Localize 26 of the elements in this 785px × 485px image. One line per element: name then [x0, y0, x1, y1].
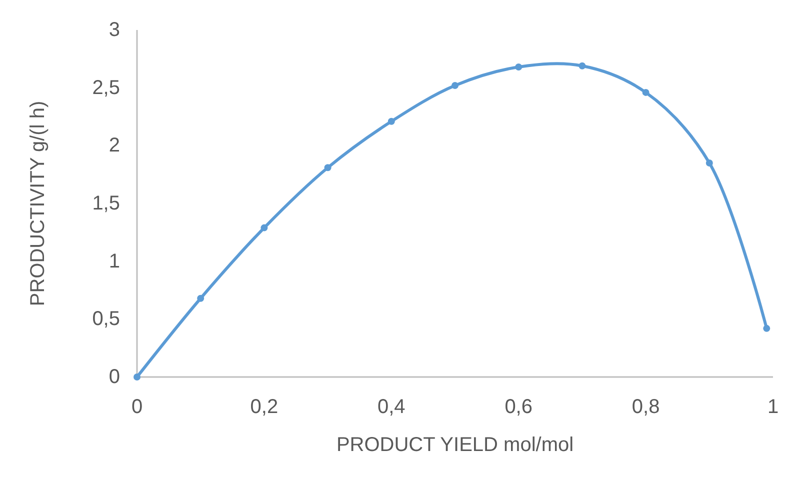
x-tick-label: 0,6 [504, 396, 533, 418]
x-tick-label: 0,2 [250, 396, 278, 418]
x-tick-label: 0 [131, 396, 143, 418]
y-tick-label: 1 [108, 250, 120, 272]
point [452, 82, 458, 90]
y-tick-label: 1,5 [92, 192, 120, 214]
x-tick-label: 0,8 [632, 396, 660, 418]
y-tick-label: 0 [108, 366, 120, 388]
y-tick-label: 2,5 [92, 76, 120, 99]
point [388, 118, 395, 125]
point [260, 224, 268, 232]
point [134, 374, 140, 380]
x-axis-title: PRODUCT YIELD mol/mol [336, 434, 574, 456]
x-tick-label: 1 [767, 396, 779, 418]
point [763, 324, 770, 332]
point [515, 64, 522, 71]
point [578, 62, 586, 70]
x-tick-label: 0,4 [377, 396, 406, 418]
y-tick-label: 2 [108, 134, 120, 157]
point [706, 160, 713, 167]
point [324, 164, 332, 172]
point [642, 88, 650, 96]
point [197, 294, 204, 302]
y-tick-label: 0,5 [92, 308, 120, 330]
y-axis-title: PRODUCTIVITY g/(l h) [27, 100, 49, 306]
y-tick-label: 3 [108, 19, 120, 41]
